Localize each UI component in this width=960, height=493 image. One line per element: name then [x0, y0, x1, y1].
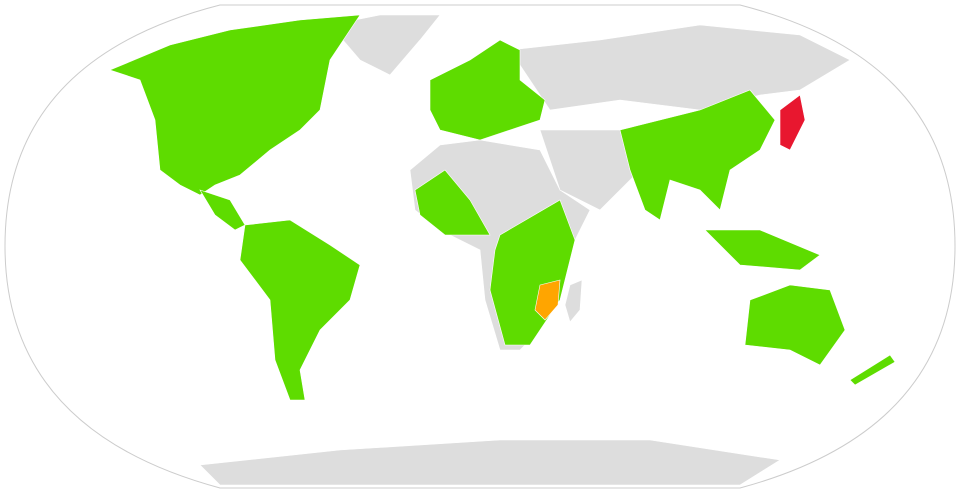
- russia: [509, 24, 851, 111]
- middle-east: [539, 129, 641, 211]
- west-africa: [414, 169, 491, 236]
- europe: [429, 39, 546, 141]
- greenland: [329, 14, 441, 76]
- madagascar: [564, 279, 583, 323]
- south-america: [239, 219, 361, 401]
- new-zealand: [849, 354, 896, 386]
- asia: [619, 89, 776, 221]
- antarctica: [199, 439, 781, 486]
- southeast-asia-islands: [704, 229, 821, 271]
- central-america: [199, 189, 246, 231]
- australia: [744, 284, 846, 366]
- japan: [779, 94, 806, 151]
- mozambique: [534, 279, 561, 321]
- north-america: [109, 14, 361, 196]
